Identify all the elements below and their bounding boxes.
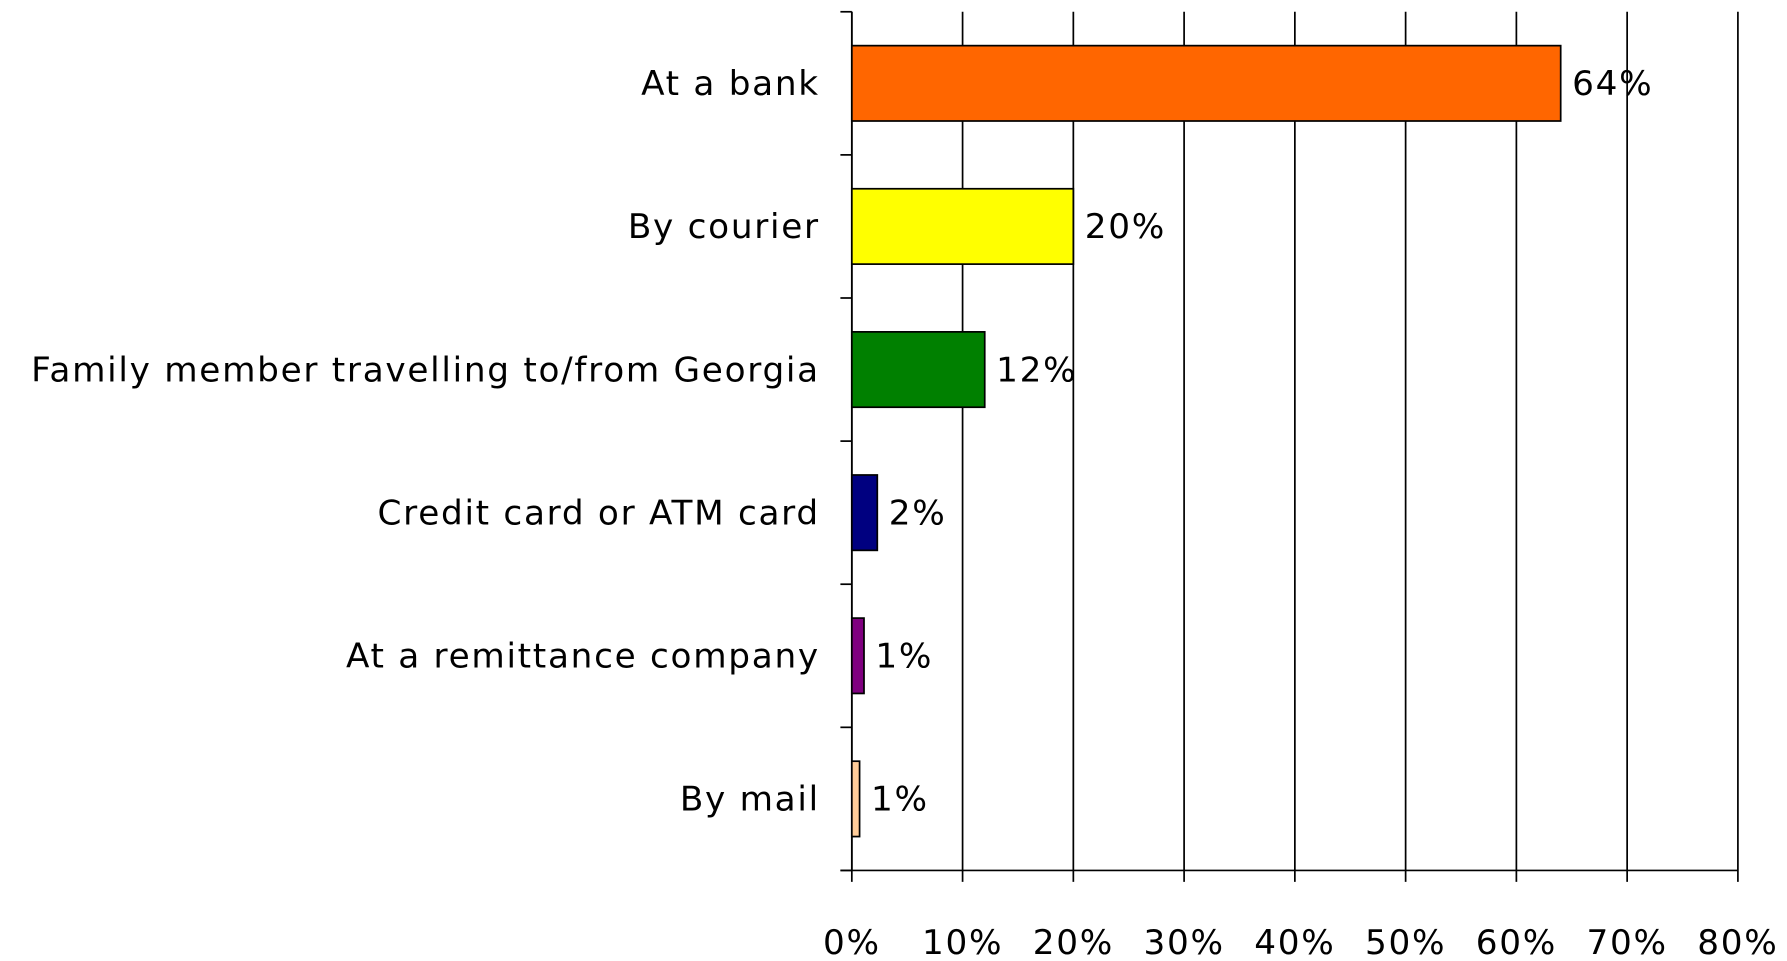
category-label: Credit card or ATM card [378, 493, 820, 533]
value-label: 1% [871, 780, 929, 820]
bar [850, 44, 1562, 122]
category-label: At a remittance company [346, 637, 820, 677]
value-label: 12% [996, 350, 1077, 390]
bar [850, 187, 1075, 265]
bar [850, 760, 861, 838]
category-label: At a bank [641, 64, 820, 104]
x-tick-label: 0% [823, 923, 881, 961]
x-tick-label: 10% [922, 923, 1003, 961]
value-label: 2% [889, 493, 947, 533]
category-label: Family member travelling to/from Georgia [31, 350, 820, 390]
category-label: By mail [680, 780, 820, 820]
x-tick-label: 40% [1254, 923, 1335, 961]
x-tick-label: 70% [1587, 923, 1668, 961]
value-label: 1% [875, 637, 933, 677]
x-tick-label: 20% [1033, 923, 1114, 961]
x-tick-label: 50% [1365, 923, 1446, 961]
bar [850, 474, 879, 552]
x-tick-label: 30% [1143, 923, 1224, 961]
value-label: 64% [1572, 64, 1653, 104]
x-tick-label: 80% [1697, 923, 1778, 961]
bar [850, 331, 986, 409]
x-tick-label: 60% [1476, 923, 1557, 961]
bar [850, 617, 865, 695]
category-label: By courier [628, 207, 820, 247]
value-label: 20% [1085, 207, 1166, 247]
